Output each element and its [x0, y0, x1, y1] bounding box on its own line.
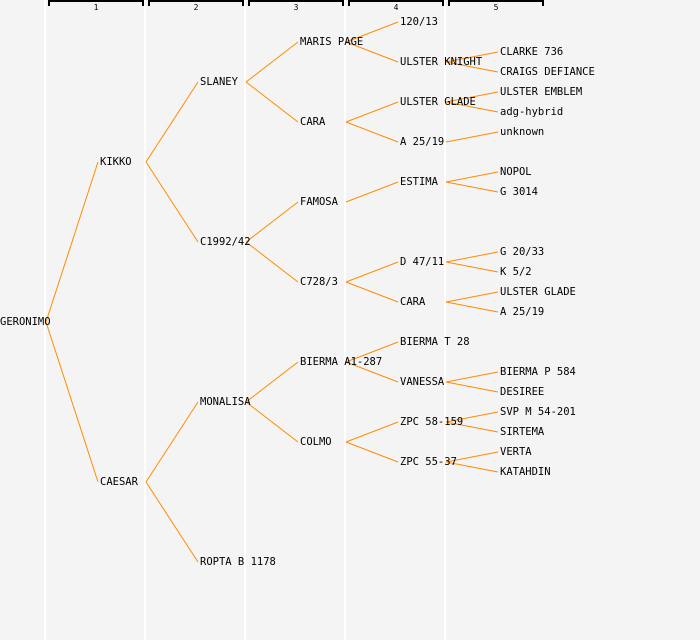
pedigree-node[interactable]: CARA	[300, 116, 326, 128]
generation-label: 1	[93, 3, 99, 12]
generation-bracket	[448, 0, 544, 6]
column-separator	[44, 0, 46, 640]
pedigree-node[interactable]: A 25/19	[500, 306, 545, 318]
column-separator	[244, 0, 246, 640]
pedigree-node[interactable]: VANESSA	[400, 376, 445, 388]
pedigree-node[interactable]: SIRTEMA	[500, 426, 545, 438]
pedigree-node[interactable]: C728/3	[300, 276, 338, 288]
pedigree-node[interactable]: VERTA	[500, 446, 532, 458]
pedigree-node[interactable]: CLARKE 736	[500, 46, 564, 58]
pedigree-link	[445, 261, 499, 273]
pedigree-link	[345, 441, 399, 463]
pedigree-node[interactable]: ULSTER GLADE	[400, 96, 476, 108]
pedigree-link	[345, 261, 399, 283]
generation-bracket	[148, 0, 244, 6]
pedigree-node[interactable]: CRAIGS DEFIANCE	[500, 66, 595, 78]
pedigree-link	[145, 161, 199, 243]
pedigree-link	[345, 281, 399, 303]
pedigree-link	[345, 421, 399, 443]
pedigree-link	[445, 371, 499, 383]
pedigree-node[interactable]: KIKKO	[100, 156, 132, 168]
pedigree-node[interactable]: unknown	[500, 126, 545, 138]
pedigree-node[interactable]: ZPC 55-37	[400, 456, 457, 468]
pedigree-node[interactable]: MARIS PAGE	[300, 36, 364, 48]
pedigree-link	[145, 401, 199, 483]
pedigree-node[interactable]: DESIREE	[500, 386, 545, 398]
pedigree-node[interactable]: adg-hybrid	[500, 106, 564, 118]
pedigree-node[interactable]: SVP M 54-201	[500, 406, 576, 418]
pedigree-link	[445, 171, 499, 183]
pedigree-node[interactable]: ULSTER EMBLEM	[500, 86, 583, 98]
pedigree-link	[445, 461, 499, 473]
pedigree-node[interactable]: KATAHDIN	[500, 466, 551, 478]
pedigree-node[interactable]: K 5/2	[500, 266, 532, 278]
column-separator	[144, 0, 146, 640]
pedigree-link	[345, 121, 399, 143]
pedigree-node[interactable]: 120/13	[400, 16, 438, 28]
pedigree-node[interactable]: NOPOL	[500, 166, 532, 178]
pedigree-link	[145, 81, 199, 163]
pedigree-link	[445, 91, 499, 103]
generation-bracket	[248, 0, 344, 6]
generation-label: 4	[393, 3, 399, 12]
pedigree-node[interactable]: G 3014	[500, 186, 538, 198]
pedigree-link	[445, 291, 499, 303]
pedigree-link	[145, 481, 199, 563]
pedigree-node[interactable]: ULSTER GLADE	[500, 286, 576, 298]
pedigree-link	[45, 321, 99, 483]
pedigree-link	[445, 381, 499, 393]
pedigree-link	[245, 241, 299, 283]
pedigree-link	[445, 411, 499, 423]
pedigree-link	[445, 451, 499, 463]
pedigree-node[interactable]: CARA	[400, 296, 426, 308]
pedigree-node[interactable]: COLMO	[300, 436, 332, 448]
generation-label: 5	[493, 3, 499, 12]
pedigree-node[interactable]: ROPTA B 1178	[200, 556, 276, 568]
pedigree-node[interactable]: A 25/19	[400, 136, 445, 148]
pedigree-link	[245, 201, 299, 243]
pedigree-node[interactable]: GERONIMO	[0, 316, 51, 328]
pedigree-node[interactable]: BIERMA A1-287	[300, 356, 383, 368]
pedigree-node[interactable]: ESTIMA	[400, 176, 438, 188]
pedigree-node[interactable]: D 47/11	[400, 256, 445, 268]
pedigree-node[interactable]: ULSTER KNIGHT	[400, 56, 483, 68]
pedigree-link	[445, 181, 499, 193]
pedigree-link	[345, 101, 399, 123]
pedigree-node[interactable]: CAESAR	[100, 476, 138, 488]
pedigree-node[interactable]: BIERMA P 584	[500, 366, 576, 378]
pedigree-link	[345, 341, 399, 363]
pedigree-link	[445, 301, 499, 313]
pedigree-link	[245, 41, 299, 83]
pedigree-link	[345, 181, 399, 203]
pedigree-link	[345, 41, 399, 63]
column-separator	[344, 0, 346, 640]
column-separator	[444, 0, 446, 640]
pedigree-node[interactable]: MONALISA	[200, 396, 251, 408]
pedigree-link	[245, 401, 299, 443]
generation-label: 2	[193, 3, 199, 12]
pedigree-link	[445, 251, 499, 263]
pedigree-node[interactable]: FAMOSA	[300, 196, 338, 208]
generation-bracket	[48, 0, 144, 6]
generation-label: 3	[293, 3, 299, 12]
pedigree-link	[45, 161, 99, 323]
pedigree-link	[445, 61, 499, 73]
pedigree-node[interactable]: SLANEY	[200, 76, 238, 88]
pedigree-node[interactable]: G 20/33	[500, 246, 545, 258]
pedigree-link	[245, 361, 299, 403]
pedigree-link	[445, 101, 499, 113]
pedigree-link	[345, 361, 399, 383]
pedigree-node[interactable]: C1992/42	[200, 236, 251, 248]
pedigree-link	[445, 131, 499, 143]
pedigree-link	[445, 421, 499, 433]
pedigree-link	[445, 51, 499, 63]
pedigree-node[interactable]: BIERMA T 28	[400, 336, 470, 348]
pedigree-node[interactable]: ZPC 58-159	[400, 416, 464, 428]
pedigree-link	[345, 21, 399, 43]
generation-bracket	[348, 0, 444, 6]
pedigree-link	[245, 81, 299, 123]
